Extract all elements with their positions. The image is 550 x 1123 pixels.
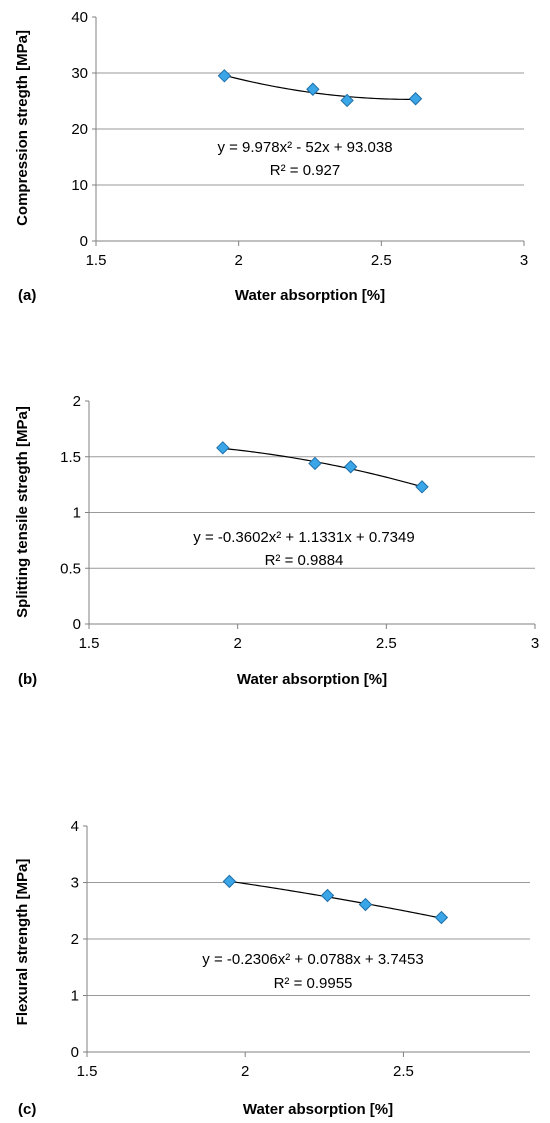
trendline-a [224,74,416,100]
data-point-c-1 [320,888,335,903]
data-point-b-3 [415,480,429,494]
x-tick-label-b-1: 2 [233,635,241,652]
x-tick-label-a-1: 2 [234,252,242,269]
x-tick-label-b-0: 1.5 [79,635,100,652]
r-squared-label-a: R² = 0.927 [270,162,340,179]
y-axis-title-a: Compression stregth [MPa] [14,30,31,226]
y-tick-label-a-1: 10 [71,177,88,194]
x-axis-title-b: Water absorption [%] [237,671,387,688]
data-point-b-0 [216,441,230,455]
trendline-b [222,447,423,488]
x-tick-label-c-2: 2.5 [393,1063,414,1080]
x-axis-title-c: Water absorption [%] [243,1101,393,1118]
x-tick-label-a-0: 1.5 [86,252,107,269]
x-tick-label-a-3: 3 [520,252,528,269]
data-point-a-2 [340,93,354,108]
y-tick-label-b-3: 1.5 [60,449,81,466]
y-tick-label-b-1: 0.5 [60,560,81,577]
data-point-a-1 [306,82,320,96]
x-tick-label-c-1: 2 [241,1063,249,1080]
chart-panel-a: 0 10 20 30 40 1.5 2 2.5 3 Compression stregth [M… [14,9,528,304]
y-tick-label-c-2: 2 [71,931,79,948]
y-tick-label-c-3: 3 [71,875,79,892]
trendline-equation-a: y = 9.978x² - 52x + 93.038 [217,139,392,156]
panel-label-a: (a) [18,287,36,304]
trendline-equation-c: y = -0.2306x² + 0.0788x + 3.7453 [202,951,423,968]
data-point-c-3 [434,910,449,925]
y-tick-label-b-0: 0 [73,616,81,633]
panel-label-b: (b) [18,671,37,688]
y-tick-label-a-0: 0 [80,233,88,250]
y-tick-label-a-2: 20 [71,121,88,138]
y-axis-title-c: Flexural strength [MPa] [14,859,31,1026]
y-tick-label-a-3: 30 [71,65,88,82]
data-point-b-1 [308,456,322,471]
y-tick-label-c-1: 1 [71,988,79,1005]
r-squared-label-c: R² = 0.9955 [274,975,353,992]
data-point-b-2 [343,460,358,474]
y-tick-label-c-4: 4 [71,818,79,835]
x-tick-label-a-2: 2.5 [371,252,392,269]
data-point-c-0 [222,874,237,889]
trendline-c [229,880,442,919]
trendline-equation-b: y = -0.3602x² + 1.1331x + 0.7349 [193,529,414,546]
chart-panel-b: 0 0.5 1 1.5 2 1.5 2 2.5 3 Splitting tensile stre… [14,393,539,688]
y-axis-title-b: Splitting tensile stregth [MPa] [14,406,31,618]
y-tick-label-c-0: 0 [71,1044,79,1061]
y-tick-label-b-4: 2 [73,393,81,410]
panel-label-c: (c) [18,1101,36,1118]
data-point-a-0 [217,69,232,83]
x-tick-label-c-0: 1.5 [77,1063,98,1080]
y-tick-label-a-4: 40 [71,9,88,26]
x-axis-title-a: Water absorption [%] [235,287,385,304]
chart-panel-c: 0 1 2 3 4 1.5 2 2.5 Flexural strength [MPa] Wat… [14,818,530,1118]
data-point-c-2 [358,897,373,912]
r-squared-label-b: R² = 0.9884 [265,552,344,569]
x-tick-label-b-3: 3 [531,635,539,652]
x-tick-label-b-2: 2.5 [376,635,397,652]
data-point-a-3 [408,92,423,106]
y-tick-label-b-2: 1 [73,505,81,522]
